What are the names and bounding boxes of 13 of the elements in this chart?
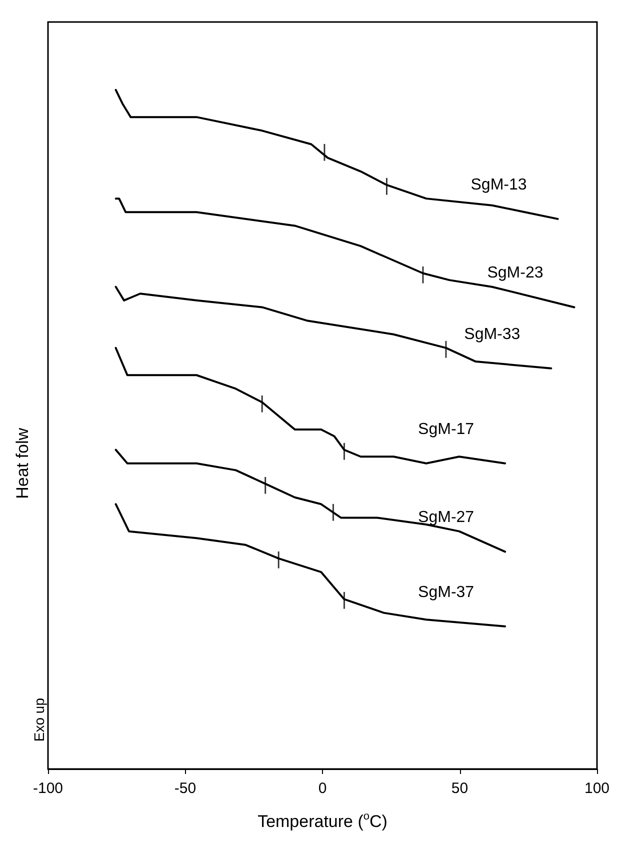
series-label: SgM-33 [464,326,520,343]
x-tick-label: 100 [584,780,610,797]
x-tick-label: -50 [174,780,196,797]
series-label: SgM-23 [487,264,544,282]
series-label: SgM-27 [418,509,474,526]
x-tick-label: 0 [318,780,327,797]
series-label: SgM-37 [418,584,474,601]
y-axis-title: Heat folw [13,427,32,499]
x-tick-label: 50 [451,780,468,797]
text: Exo up [31,698,47,742]
series-label: SgM-13 [470,176,527,194]
x-tick-label: -100 [32,780,64,797]
series-label: SgM-17 [418,420,474,438]
